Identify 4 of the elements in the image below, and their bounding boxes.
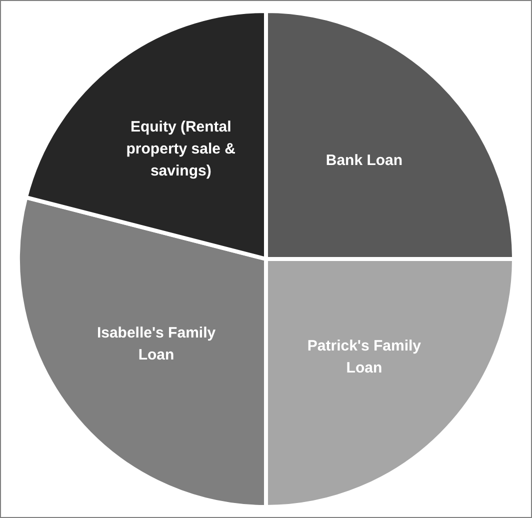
slice-label: Bank Loan — [326, 152, 403, 169]
slice-label: Patrick's Family Loan — [307, 337, 422, 376]
slice-label: Isabelle's Family Loan — [96, 324, 216, 364]
slice-label: Equity (Rental property sale & savings) — [126, 118, 236, 180]
